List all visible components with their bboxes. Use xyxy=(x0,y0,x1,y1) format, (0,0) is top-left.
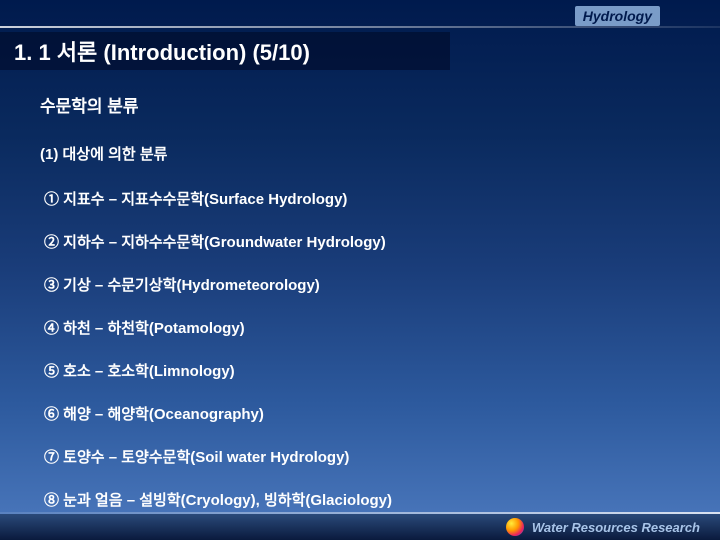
slide-title: 1. 1 서론 (Introduction) (5/10) xyxy=(14,35,310,67)
list-container: ① 지표수 – 지표수수문학(Surface Hydrology) ② 지하수 … xyxy=(40,188,700,510)
logo-icon xyxy=(506,518,524,536)
list-item: ⑧ 눈과 얼음 – 설빙학(Cryology), 빙하학(Glaciology) xyxy=(44,489,700,510)
list-item: ⑤ 호소 – 호소학(Limnology) xyxy=(44,360,700,381)
subsection-title: (1) 대상에 의한 분류 xyxy=(40,143,700,164)
list-item: ① 지표수 – 지표수수문학(Surface Hydrology) xyxy=(44,188,700,209)
footer-bar: Water Resources Research xyxy=(0,514,720,540)
content-area: 수문학의 분류 (1) 대상에 의한 분류 ① 지표수 – 지표수수문학(Sur… xyxy=(40,92,700,532)
list-item: ⑦ 토양수 – 토양수문학(Soil water Hydrology) xyxy=(44,446,700,467)
header-divider xyxy=(0,26,720,28)
title-band: 1. 1 서론 (Introduction) (5/10) xyxy=(0,32,450,70)
list-item: ③ 기상 – 수문기상학(Hydrometeorology) xyxy=(44,274,700,295)
header-label: Hydrology xyxy=(575,6,660,26)
footer-text: Water Resources Research xyxy=(532,520,700,535)
list-item: ⑥ 해양 – 해양학(Oceanography) xyxy=(44,403,700,424)
list-item: ② 지하수 – 지하수수문학(Groundwater Hydrology) xyxy=(44,231,700,252)
section-title: 수문학의 분류 xyxy=(40,92,700,117)
list-item: ④ 하천 – 하천학(Potamology) xyxy=(44,317,700,338)
